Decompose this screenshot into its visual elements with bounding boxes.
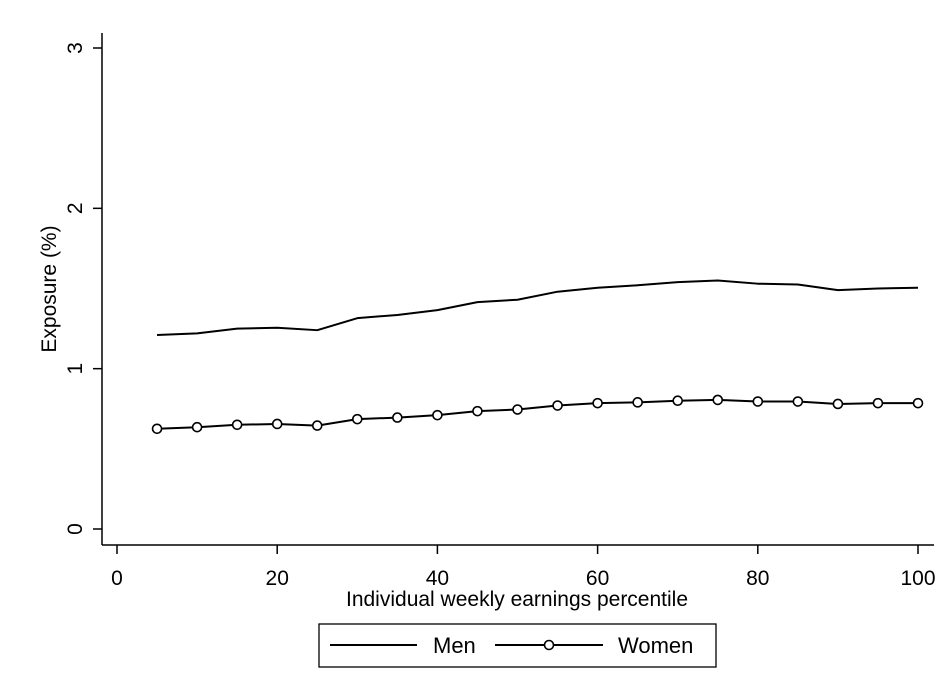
legend: Men Women [318,623,717,668]
plot-area [151,279,924,435]
x-axis-title: Individual weekly earnings percentile [346,588,688,611]
data-point-women-17 [832,398,844,410]
data-point-women-2 [231,419,243,431]
legend-marker-women [543,639,555,651]
x-tick-label-0: 0 [111,567,123,590]
x-tick-label-5: 100 [900,567,935,590]
data-point-women-0 [151,423,163,435]
data-point-women-5 [351,413,363,425]
data-point-women-10 [552,400,563,411]
y-axis-title: Exposure (%) [38,225,61,352]
data-point-women-7 [432,409,443,421]
data-point-women-16 [792,396,804,407]
series-men [157,279,919,336]
series-line-women [157,398,918,430]
data-point-women-18 [872,397,884,409]
legend-label-women: Women [618,633,693,658]
data-point-women-1 [191,421,203,433]
data-point-women-14 [712,394,724,406]
data-point-women-6 [392,412,403,423]
data-point-women-3 [271,418,283,430]
data-point-women-12 [632,397,643,408]
y-tick-label-1: 1 [64,363,87,375]
y-tick-label-2: 2 [64,202,87,214]
series-women [151,394,924,435]
data-point-women-4 [311,420,323,431]
data-point-women-11 [592,397,603,409]
data-point-women-13 [672,395,684,407]
data-point-women-19 [912,397,924,409]
y-tick-label-0: 0 [64,523,87,535]
data-point-women-8 [472,405,483,417]
x-tick-label-3: 60 [586,567,609,590]
series-line-men [157,279,919,336]
y-axis: 0 1 2 3 [64,33,103,545]
y-tick-label-3: 3 [64,42,87,54]
legend-box [318,623,717,668]
x-tick-label-2: 40 [426,567,449,590]
legend-label-men: Men [433,633,476,658]
x-tick-label-4: 80 [746,567,769,590]
x-tick-label-1: 20 [266,567,289,590]
x-axis: 0 20 40 60 80 100 [102,544,936,590]
data-point-women-9 [512,404,523,415]
data-point-women-15 [752,396,764,407]
